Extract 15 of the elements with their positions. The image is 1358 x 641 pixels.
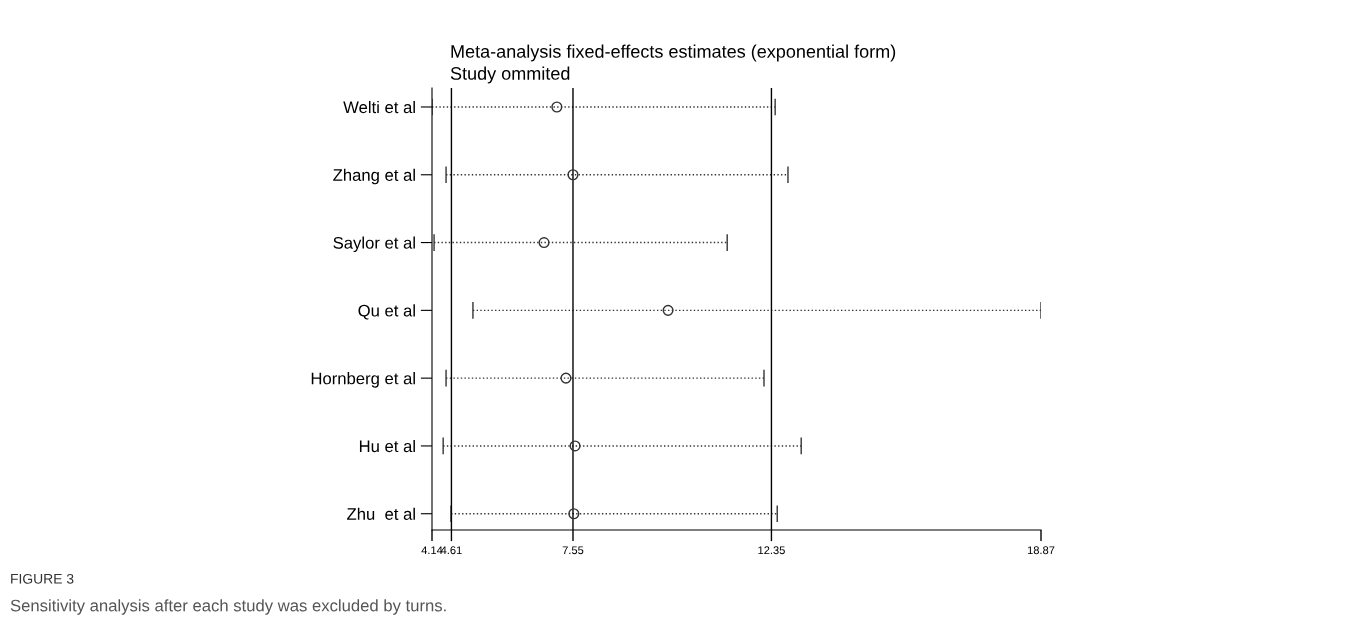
y-tick-label: Zhang et al xyxy=(333,168,415,185)
x-tick-label: 18.87 xyxy=(1027,546,1055,555)
x-tick-label: 7.55 xyxy=(562,546,584,555)
text: Sensitivity analysis after each study was excluded by turns. xyxy=(10,599,446,615)
y-tick-label: Welti et al xyxy=(343,100,415,114)
y-tick-label: Zhu et al xyxy=(347,507,415,520)
y-tick-label: Saylor et al xyxy=(333,236,415,253)
y-tick-label: Hornberg et al xyxy=(311,372,415,388)
x-tick-label: 12.35 xyxy=(758,546,785,555)
chart-subtitle: Study ommited xyxy=(450,66,570,84)
chart-title: Meta-analysis fixed-effects estimates (exponential form) xyxy=(451,44,896,62)
x-tick-label: 4.14 xyxy=(421,546,443,555)
y-tick-label: Hu et al xyxy=(359,439,415,453)
y-tick-label: Qu et al xyxy=(358,304,415,320)
caption: FIGURE 3 xyxy=(11,573,74,584)
